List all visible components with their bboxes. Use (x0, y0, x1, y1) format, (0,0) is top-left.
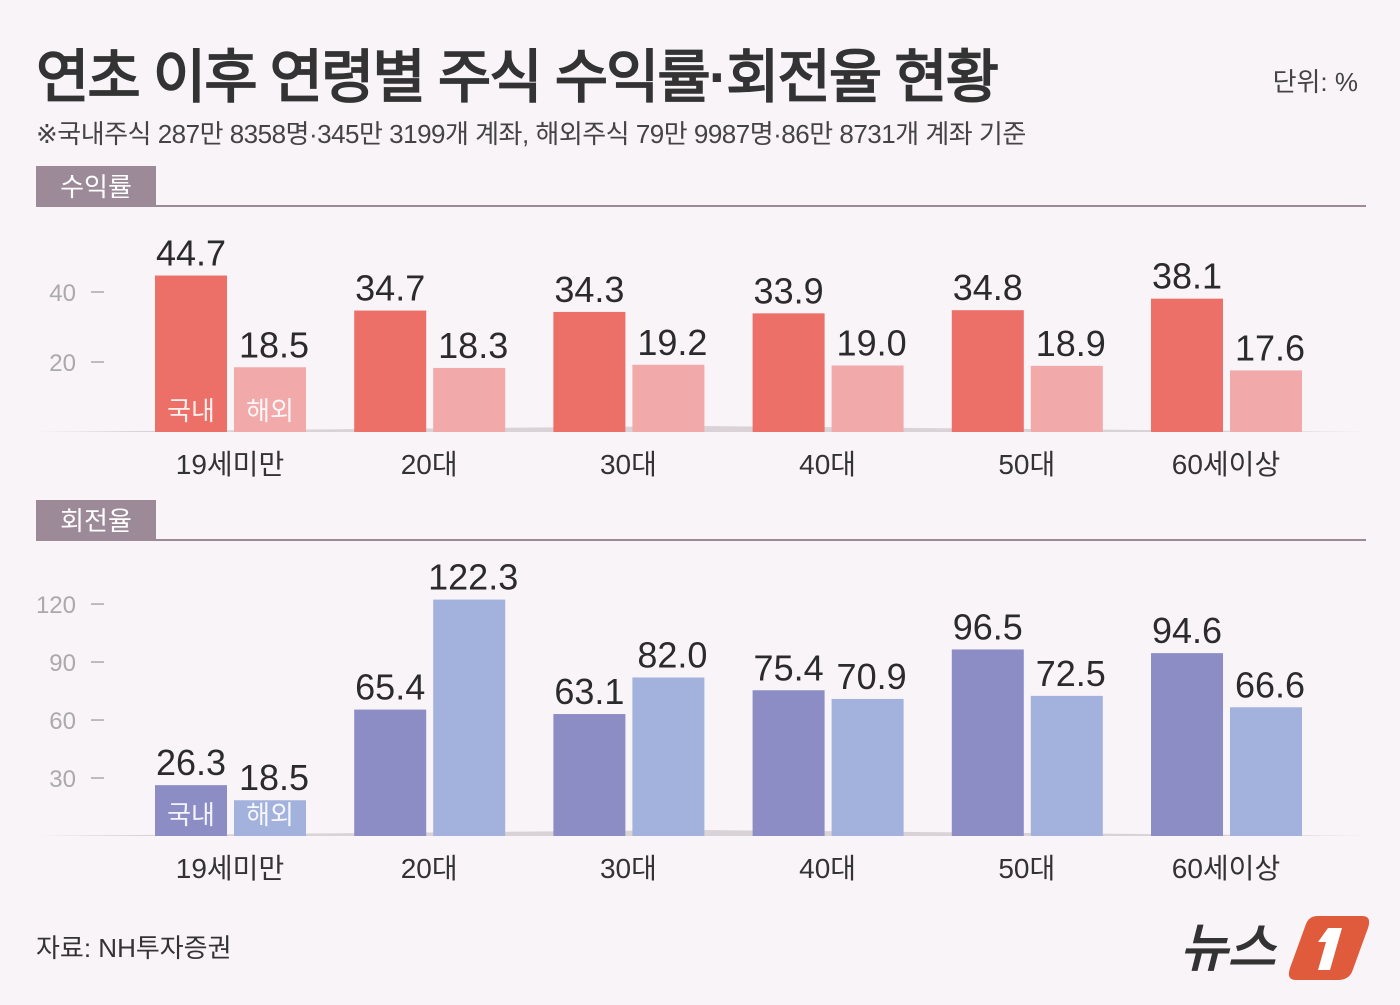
turnover-bar-overseas (234, 800, 306, 836)
turnover-bar-overseas (433, 599, 506, 836)
turnover-legend-overseas: 해외 (246, 800, 294, 830)
return-bar-domestic (1151, 298, 1223, 432)
turnover-category-label: 20대 (401, 853, 458, 884)
return-data-label: 38.1 (1152, 256, 1222, 297)
return-category-label: 20대 (401, 449, 458, 480)
source-label: 자료: NH투자증권 (36, 933, 232, 963)
return-bar-overseas (234, 367, 306, 432)
return-legend-overseas: 해외 (246, 396, 294, 426)
return-data-label: 19.0 (837, 323, 907, 364)
return-data-label: 18.9 (1036, 323, 1106, 364)
return-category-label: 60세이상 (1172, 449, 1280, 480)
turnover-ytick-label: 90 (49, 650, 76, 677)
return-bar-domestic (752, 313, 825, 432)
turnover-bar-domestic (553, 714, 626, 836)
turnover-category-label: 40대 (799, 853, 856, 884)
turnover-category-label: 50대 (998, 853, 1055, 884)
return-category-label: 50대 (998, 449, 1055, 480)
turnover-section-tab (36, 500, 156, 540)
turnover-data-label: 63.1 (554, 671, 624, 712)
return-bar-domestic (155, 275, 227, 432)
svg-text:뉴스: 뉴스 (1180, 920, 1278, 978)
turnover-bar-domestic (951, 649, 1024, 836)
return-section-title: 수익률 (60, 172, 132, 202)
turnover-data-label: 18.5 (239, 757, 309, 798)
return-category-label: 40대 (799, 449, 856, 480)
turnover-data-label: 72.5 (1036, 653, 1106, 694)
footnote: ※국내주식 287만 8358명·345만 3199개 계좌, 해외주식 79만… (36, 119, 1026, 149)
turnover-legend-domestic: 국내 (167, 800, 215, 830)
turnover-data-label: 26.3 (156, 742, 226, 783)
return-data-label: 44.7 (156, 233, 226, 274)
turnover-data-label: 65.4 (355, 667, 425, 708)
turnover-data-label: 75.4 (754, 647, 824, 688)
turnover-category-label: 30대 (600, 853, 657, 884)
page-title: 연초 이후 연령별 주식 수익률·회전율 현황 (36, 45, 999, 110)
return-data-label: 18.5 (239, 324, 309, 365)
return-section-tab (36, 166, 156, 206)
turnover-bar-overseas (632, 677, 705, 836)
turnover-ytick-label: 60 (49, 708, 76, 735)
turnover-ytick-label: 30 (49, 766, 76, 793)
return-category-label: 19세미만 (176, 449, 284, 480)
turnover-data-label: 66.6 (1235, 664, 1305, 705)
return-bar-overseas (1230, 370, 1302, 432)
return-bar-overseas (632, 364, 705, 432)
turnover-category-label: 19세미만 (176, 853, 284, 884)
turnover-data-label: 94.6 (1152, 610, 1222, 651)
return-category-label: 30대 (600, 449, 657, 480)
turnover-data-label: 70.9 (837, 656, 907, 697)
return-bar-domestic (354, 310, 427, 432)
return-bar-overseas (433, 367, 506, 432)
turnover-bar-overseas (1030, 695, 1103, 836)
return-bar-overseas (1030, 365, 1103, 432)
unit-label: 단위: % (1272, 67, 1358, 97)
return-data-label: 33.9 (754, 270, 824, 311)
turnover-bar-domestic (1151, 653, 1223, 836)
return-ytick-label: 40 (49, 280, 76, 307)
return-data-label: 34.7 (355, 268, 425, 309)
turnover-ytick-label: 120 (36, 592, 76, 619)
return-data-label: 34.8 (953, 267, 1023, 308)
return-legend-domestic: 국내 (167, 396, 215, 426)
turnover-data-label: 122.3 (428, 557, 518, 598)
return-bar-overseas (831, 365, 904, 432)
turnover-section-title: 회전율 (60, 506, 132, 536)
turnover-bar-overseas (831, 698, 904, 836)
turnover-bar-domestic (155, 785, 227, 836)
turnover-bar-domestic (752, 690, 825, 836)
return-data-label: 17.6 (1235, 327, 1305, 368)
turnover-bar-overseas (1230, 707, 1302, 836)
turnover-data-label: 82.0 (637, 634, 707, 675)
turnover-data-label: 96.5 (953, 606, 1023, 647)
return-data-label: 19.2 (637, 322, 707, 363)
turnover-bar-domestic (354, 709, 427, 836)
return-bar-domestic (553, 311, 626, 432)
return-data-label: 34.3 (554, 269, 624, 310)
return-bar-domestic (951, 310, 1024, 432)
return-data-label: 18.3 (438, 325, 508, 366)
turnover-category-label: 60세이상 (1172, 853, 1280, 884)
return-ytick-label: 20 (49, 350, 76, 377)
news1-logo: 뉴스 (1180, 916, 1370, 980)
